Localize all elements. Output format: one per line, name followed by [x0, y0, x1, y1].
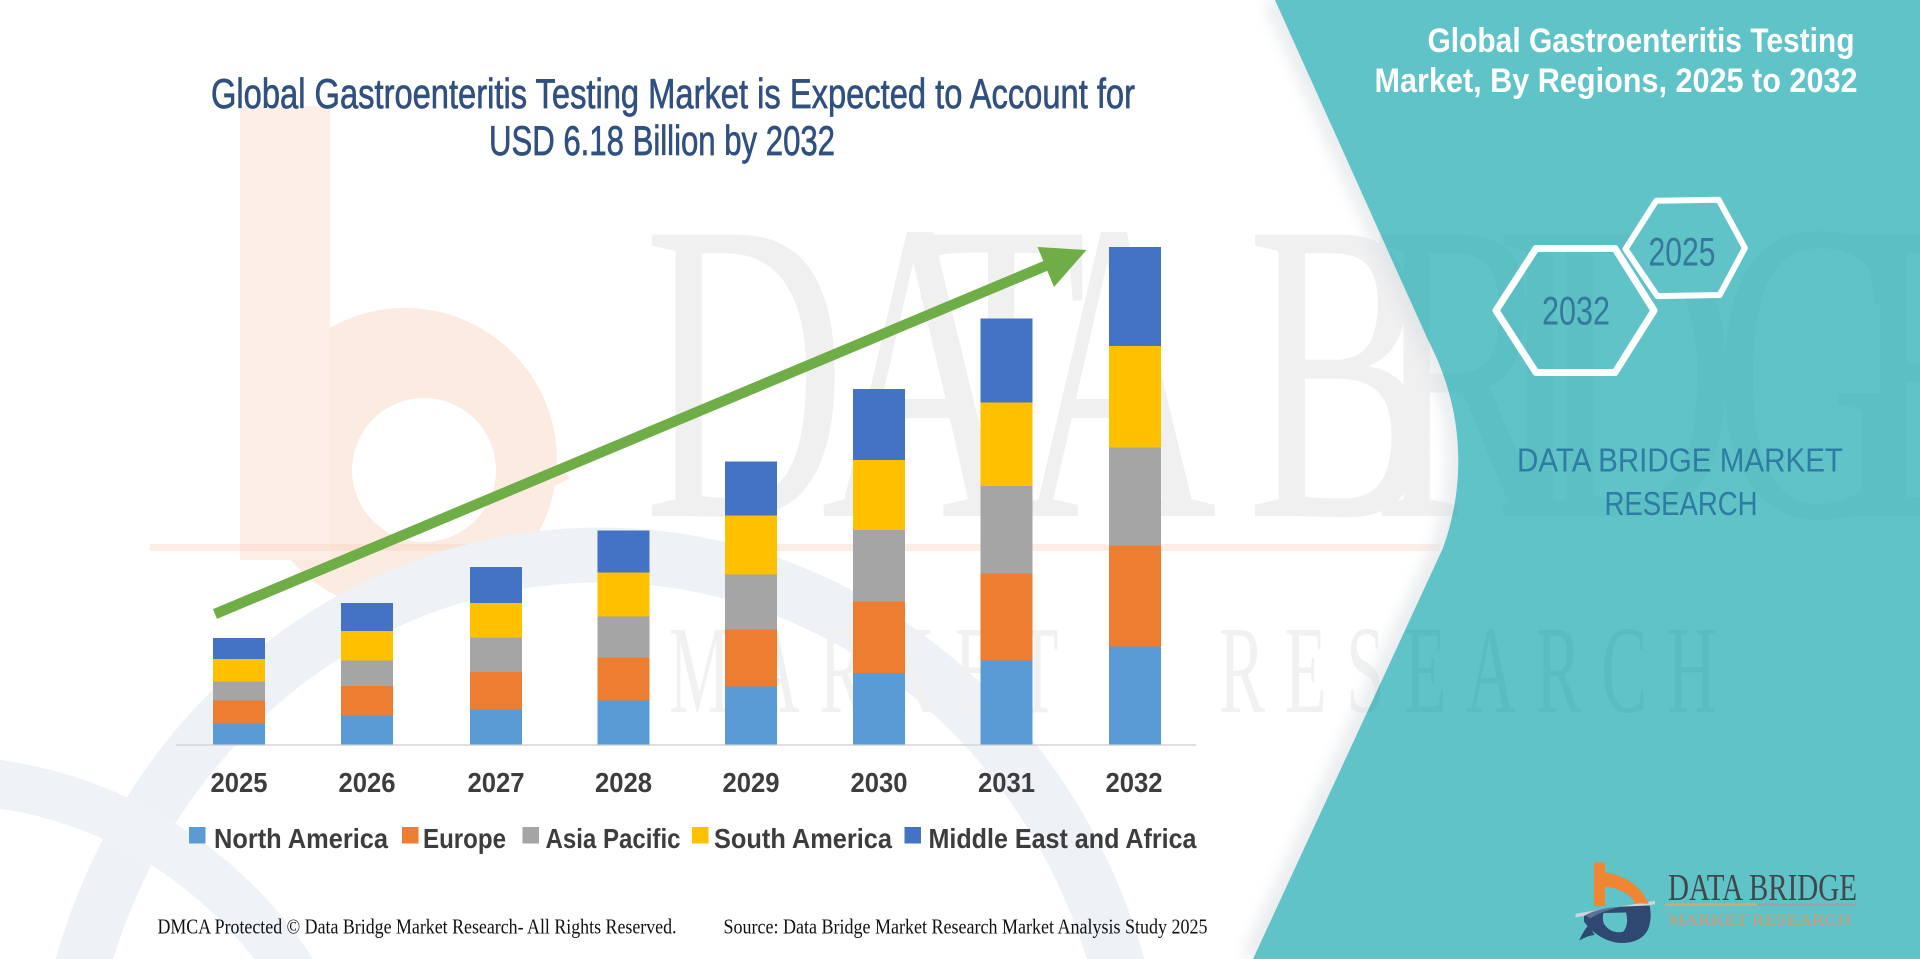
svg-text:2025: 2025 [1649, 231, 1716, 275]
svg-text:2031: 2031 [978, 767, 1035, 798]
svg-text:RESEARCH: RESEARCH [1605, 485, 1758, 522]
svg-text:2028: 2028 [595, 767, 652, 798]
svg-text:DATA BRIDGE MARKET: DATA BRIDGE MARKET [1517, 442, 1843, 479]
svg-text:2025: 2025 [211, 767, 268, 798]
svg-text:North America: North America [214, 823, 388, 854]
svg-text:Market, By Regions, 2025 to 20: Market, By Regions, 2025 to 2032 [1375, 62, 1858, 100]
svg-text:Middle East and Africa: Middle East and Africa [929, 823, 1197, 854]
svg-text:USD 6.18 Billion by 2032: USD 6.18 Billion by 2032 [489, 117, 835, 164]
svg-text:MARKET RESEARCH: MARKET RESEARCH [1668, 912, 1851, 929]
svg-text:2030: 2030 [851, 767, 908, 798]
svg-text:2029: 2029 [723, 767, 780, 798]
svg-text:Asia Pacific: Asia Pacific [546, 823, 681, 854]
svg-text:Global Gastroenteritis Testing: Global Gastroenteritis Testing Market is… [211, 70, 1135, 117]
svg-text:DMCA Protected © Data Bridge M: DMCA Protected © Data Bridge Market Rese… [158, 915, 677, 939]
svg-text:Source: Data Bridge Market Res: Source: Data Bridge Market Research Mark… [724, 915, 1208, 939]
svg-text:Europe: Europe [423, 823, 506, 854]
svg-text:South America: South America [714, 823, 892, 854]
svg-text:2027: 2027 [468, 767, 525, 798]
svg-text:DATA BRIDGE: DATA BRIDGE [1668, 867, 1857, 909]
svg-text:Global Gastroenteritis Testing: Global Gastroenteritis Testing [1428, 22, 1855, 60]
svg-text:2032: 2032 [1542, 290, 1610, 334]
svg-text:2026: 2026 [339, 767, 396, 798]
svg-text:2032: 2032 [1106, 767, 1163, 798]
